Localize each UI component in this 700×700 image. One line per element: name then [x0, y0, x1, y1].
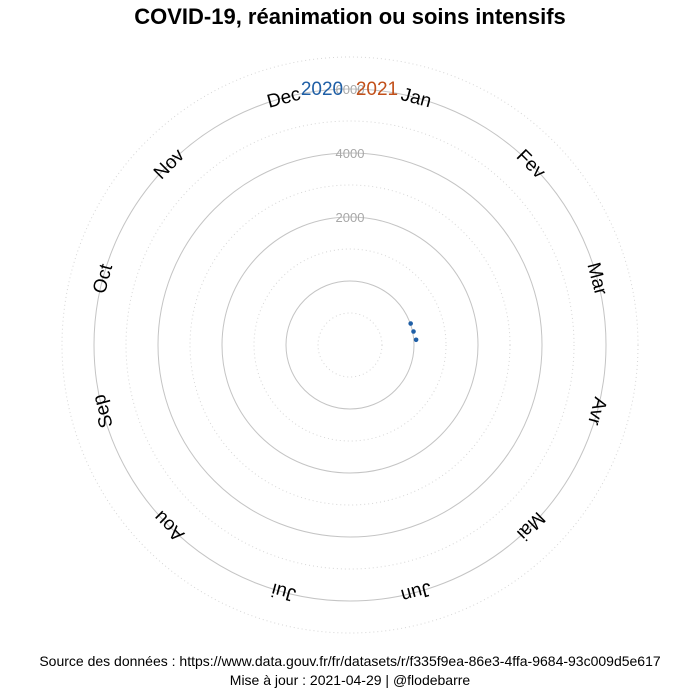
radial-tick-label: 6000 [336, 82, 365, 97]
radial-tick-label: 4000 [336, 146, 365, 161]
source-text: Source des données : https://www.data.go… [39, 653, 661, 669]
data-points [408, 321, 419, 343]
month-label: Mar [582, 260, 611, 298]
radial-tick-label: 2000 [336, 210, 365, 225]
month-label: Oct [89, 261, 117, 296]
grid-circle-minor [125, 120, 575, 570]
month-label: Jun [399, 578, 434, 606]
radial-tick-labels: 2000 4000 6000 [336, 82, 365, 225]
grid-circle-major [285, 280, 415, 410]
legend-entry: 2021 [356, 79, 398, 100]
month-label: Dec [265, 84, 303, 113]
grid-circle-minor [253, 248, 447, 442]
grid-circle-major [93, 88, 607, 602]
grid-circle-minor [317, 312, 383, 378]
month-label: Sep [89, 392, 118, 430]
grid-circle-minor [61, 56, 639, 634]
legend: 2020 2021 [301, 79, 398, 100]
grid-circle-minor [189, 184, 511, 506]
polar-grid [61, 56, 639, 634]
chart-title: COVID-19, réanimation ou soins intensifs [134, 4, 566, 29]
month-label: Jui [269, 578, 298, 605]
data-point [413, 337, 419, 343]
grid-circle-major [157, 152, 543, 538]
source-footer: Source des données : https://www.data.go… [0, 652, 700, 690]
update-text: Mise à jour : 2021-04-29 | @flodebarre [229, 672, 471, 688]
legend-entry: 2020 [301, 79, 343, 100]
data-point [408, 321, 413, 326]
month-label: Avr [583, 395, 611, 428]
data-point [411, 329, 416, 334]
month-label: Jan [399, 84, 434, 112]
grid-circle-major [221, 216, 479, 474]
